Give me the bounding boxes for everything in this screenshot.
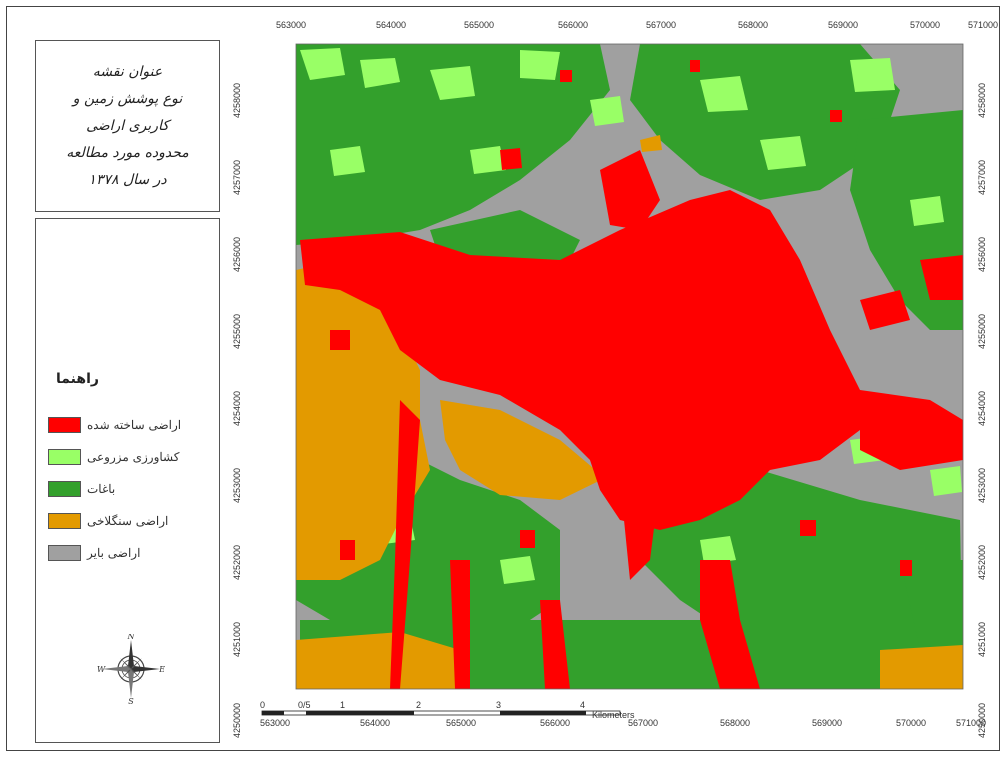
scale-label-0-5: 0/5 <box>298 700 311 710</box>
north-arrow-compass-icon: N S E W <box>97 634 165 704</box>
legend-label-built: اراضی ساخته شده <box>87 418 182 432</box>
x-tick-top-568000: 568000 <box>738 20 768 30</box>
y-tick-right-4256000: 4256000 <box>977 237 987 272</box>
compass-south: S <box>128 697 134 704</box>
title-line-3: کاربری اراضی <box>86 117 169 134</box>
compass-east: E <box>158 665 165 674</box>
map-border <box>295 43 964 690</box>
y-tick-left-4254000: 4254000 <box>232 391 242 426</box>
y-tick-left-4255000: 4255000 <box>232 314 242 349</box>
legend-label-rocky: اراضی سنگلاخی <box>87 514 169 528</box>
x-tick-top-565000: 565000 <box>464 20 494 30</box>
legend-heading: راهنما <box>56 371 99 387</box>
title-line-4: محدوده مورد مطالعه <box>66 144 189 161</box>
x-tick-bottom-565000: 565000 <box>446 718 476 728</box>
x-tick-bottom-563000: 563000 <box>260 718 290 728</box>
agricultural-areas <box>300 48 962 584</box>
x-tick-bottom-571000: 571000 <box>956 718 986 728</box>
x-tick-top-566000: 566000 <box>558 20 588 30</box>
legend-label-agriculture: کشاورزی مزروعی <box>87 450 180 464</box>
scale-bar: 0 0/5 1 2 3 4 Kilometers <box>260 700 635 720</box>
x-tick-top-567000: 567000 <box>646 20 676 30</box>
scale-label-3: 3 <box>496 700 501 710</box>
compass-north: N <box>127 634 136 641</box>
title-line-5: در سال ۱۳۷۸ <box>88 171 167 188</box>
y-tick-left-4250000: 4250000 <box>232 703 242 738</box>
y-tick-right-4251000: 4251000 <box>977 622 987 657</box>
built-up-areas <box>300 60 963 689</box>
y-tick-left-4257000: 4257000 <box>232 160 242 195</box>
x-tick-top-569000: 569000 <box>828 20 858 30</box>
x-tick-bottom-570000: 570000 <box>896 718 926 728</box>
y-axis-right: 4258000 4257000 4256000 4255000 4254000 … <box>977 83 987 738</box>
y-tick-left-4251000: 4251000 <box>232 622 242 657</box>
y-axis-left: 4258000 4257000 4256000 4255000 4254000 … <box>232 83 242 738</box>
scale-unit: Kilometers <box>592 710 635 720</box>
legend-label-barren: اراضی بایر <box>87 546 141 560</box>
legend-item-built: اراضی ساخته شده <box>48 415 181 435</box>
y-tick-right-4257000: 4257000 <box>977 160 987 195</box>
x-tick-top-571000: 571000 <box>968 20 998 30</box>
scale-label-4: 4 <box>580 700 585 710</box>
scale-label-1: 1 <box>340 700 345 710</box>
y-tick-right-4253000: 4253000 <box>977 468 987 503</box>
x-tick-top-563000: 563000 <box>276 20 306 30</box>
x-tick-bottom-564000: 564000 <box>360 718 390 728</box>
map-title-box: عنوان نقشه نوع پوشش زمین و کاربری اراضی … <box>35 40 220 212</box>
x-tick-bottom-569000: 569000 <box>812 718 842 728</box>
y-tick-right-4250000: 4250000 <box>977 703 987 738</box>
x-tick-top-564000: 564000 <box>376 20 406 30</box>
y-tick-right-4254000: 4254000 <box>977 391 987 426</box>
y-tick-left-4252000: 4252000 <box>232 545 242 580</box>
y-tick-left-4258000: 4258000 <box>232 83 242 118</box>
legend-item-rocky: اراضی سنگلاخی <box>48 511 168 531</box>
x-tick-bottom-566000: 566000 <box>540 718 570 728</box>
legend-swatch-rocky <box>48 513 81 529</box>
legend-swatch-built <box>48 417 81 433</box>
legend-item-orchard: باغات <box>48 479 115 499</box>
legend-swatch-barren <box>48 545 81 561</box>
x-tick-top-570000: 570000 <box>910 20 940 30</box>
y-tick-left-4256000: 4256000 <box>232 237 242 272</box>
legend-swatch-orchard <box>48 481 81 497</box>
title-line-1: عنوان نقشه <box>92 63 163 80</box>
x-tick-bottom-567000: 567000 <box>628 718 658 728</box>
y-tick-left-4253000: 4253000 <box>232 468 242 503</box>
compass-west: W <box>97 665 106 674</box>
x-axis-bottom: 563000 564000 565000 566000 567000 56800… <box>260 718 986 728</box>
legend-box: راهنما اراضی ساخته شده کشاورزی مزروعی با… <box>35 218 220 743</box>
x-tick-bottom-568000: 568000 <box>720 718 750 728</box>
y-tick-right-4258000: 4258000 <box>977 83 987 118</box>
scale-label-2: 2 <box>416 700 421 710</box>
map-raster <box>296 44 963 689</box>
y-tick-right-4252000: 4252000 <box>977 545 987 580</box>
legend-item-agriculture: کشاورزی مزروعی <box>48 447 179 467</box>
legend-label-orchard: باغات <box>87 482 116 496</box>
scale-label-0: 0 <box>260 700 265 710</box>
legend-swatch-agriculture <box>48 449 81 465</box>
legend-item-barren: اراضی بایر <box>48 543 140 563</box>
x-axis-top: 563000 564000 565000 566000 567000 56800… <box>276 20 998 30</box>
title-line-2: نوع پوشش زمین و <box>72 90 183 107</box>
y-tick-right-4255000: 4255000 <box>977 314 987 349</box>
